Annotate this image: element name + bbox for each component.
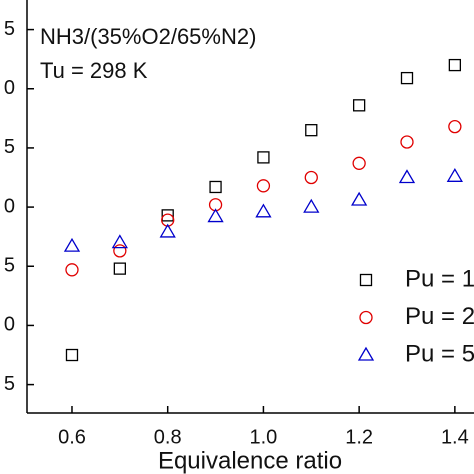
y-tick-label: 5	[4, 373, 15, 395]
marker-triangle	[207, 208, 224, 223]
legend-label: Pu = 2	[405, 303, 474, 330]
x-tick-label: 0.8	[154, 426, 182, 448]
marker-triangle	[159, 223, 176, 238]
legend-marker	[357, 346, 375, 361]
x-tick-label: 1.4	[441, 426, 469, 448]
y-tick-label: 0	[4, 314, 15, 336]
marker-square	[209, 180, 222, 194]
legend-marker	[359, 310, 373, 325]
marker-triangle	[446, 168, 463, 182]
legend-marker	[359, 273, 373, 287]
marker-circle	[352, 156, 366, 170]
marker-circle	[400, 135, 414, 149]
marker-circle	[65, 263, 79, 277]
marker-triangle	[111, 234, 128, 249]
legend-label: Pu = 1	[405, 265, 474, 292]
marker-square	[305, 124, 318, 137]
x-tick-label: 1.0	[250, 426, 278, 448]
marker-triangle	[255, 203, 272, 218]
y-tick-label: 0	[4, 77, 15, 99]
marker-circle	[113, 244, 127, 258]
annotation: NH3/(35%O2/65%N2)	[40, 24, 256, 49]
x-axis-label: Equivalence ratio	[158, 447, 342, 474]
marker-circle	[448, 119, 462, 134]
legend-label: Pu = 5	[405, 340, 474, 367]
marker-square	[257, 151, 270, 164]
marker-triangle	[63, 237, 81, 252]
marker-triangle	[398, 169, 416, 184]
marker-square	[113, 262, 126, 275]
marker-square	[448, 58, 462, 72]
marker-square	[400, 71, 414, 85]
annotation: Tu = 298 K	[40, 58, 148, 83]
x-tick-label: 1.2	[345, 426, 373, 448]
marker-circle	[256, 179, 271, 193]
marker-triangle	[351, 191, 368, 206]
marker-circle	[304, 170, 318, 185]
marker-square	[161, 209, 174, 222]
y-tick-label: 5	[4, 136, 15, 158]
y-tick-label: 5	[4, 18, 15, 40]
y-tick-label: 5	[4, 255, 15, 277]
x-tick-label: 0.6	[58, 426, 86, 448]
marker-triangle	[303, 198, 320, 213]
marker-square	[352, 99, 366, 112]
marker-square	[65, 348, 79, 362]
y-tick-label: 0	[4, 195, 15, 217]
